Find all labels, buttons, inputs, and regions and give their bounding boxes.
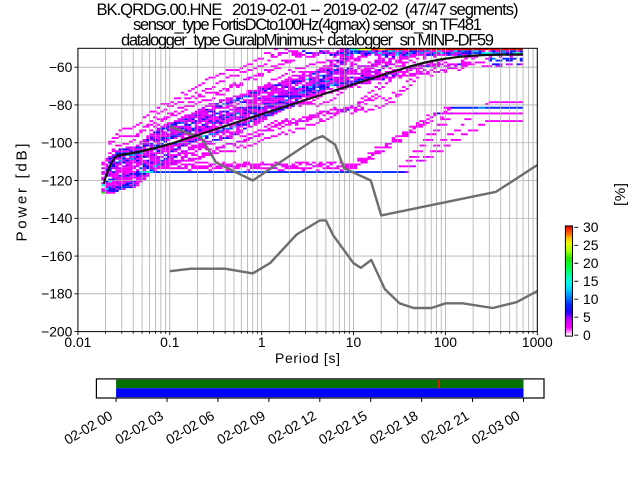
svg-text:−80: −80 [49,97,73,113]
svg-text:5: 5 [583,309,591,325]
svg-text:30: 30 [583,219,599,235]
svg-text:Power [dB]: Power [dB] [13,144,30,242]
svg-text:10: 10 [583,291,599,307]
svg-text:−100: −100 [41,135,73,151]
svg-text:100: 100 [434,334,457,350]
svg-text:−140: −140 [41,210,73,226]
svg-text:1: 1 [258,334,266,350]
svg-text:BK.QRDG.00.HNE 2019-02-01 --: BK.QRDG.00.HNE 2019-02-01 -- 2019-02-02 … [97,0,519,19]
svg-text:15: 15 [583,273,599,289]
svg-text:1000: 1000 [522,334,553,350]
svg-text:Period [s]: Period [s] [275,350,340,366]
svg-text:−180: −180 [41,286,73,302]
svg-text:−200: −200 [41,324,73,340]
svg-text:−160: −160 [41,248,73,264]
svg-text:25: 25 [583,237,599,253]
svg-text:0.1: 0.1 [160,334,180,350]
svg-text:0.01: 0.01 [64,334,91,350]
svg-text:−120: −120 [41,172,73,188]
svg-text:[%]: [%] [612,183,629,206]
svg-text:10: 10 [346,334,362,350]
svg-text:−60: −60 [49,59,73,75]
svg-text:20: 20 [583,255,599,271]
svg-text:0: 0 [583,327,591,343]
svg-text:datalogger_type GuralpMinimus+: datalogger_type GuralpMinimus+ datalogge… [121,31,494,50]
svg-text:sensor_type FortisDCto100Hz(4g: sensor_type FortisDCto100Hz(4gmax) senso… [133,15,482,34]
